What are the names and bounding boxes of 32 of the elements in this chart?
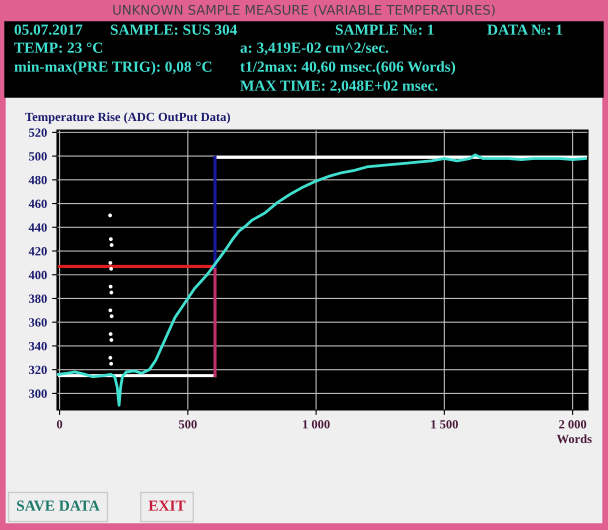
y-tick-label: 300 bbox=[29, 389, 47, 398]
text: TEMP: 23 °C bbox=[14, 42, 102, 53]
y-tick-label: 440 bbox=[28, 223, 47, 232]
text: t1/2max: 40,60 msec.(606 Words) bbox=[240, 61, 456, 75]
text: MAX TIME: 2,048E+02 msec. bbox=[240, 80, 438, 94]
text: SAVE DATA bbox=[16, 500, 100, 511]
text: min-max(PRE TRIG): 0,08 °C bbox=[14, 61, 212, 75]
x-tick-label: 0 bbox=[56, 420, 62, 429]
y-tick-label: 360 bbox=[29, 318, 47, 327]
y-tick-label: 400 bbox=[28, 270, 47, 280]
x-tick-label: 2 000 bbox=[559, 420, 586, 429]
text: 05.07.2017 bbox=[14, 24, 82, 35]
text: SAMPLE №: 1 bbox=[336, 24, 434, 35]
x-axis-title: Words bbox=[556, 434, 592, 444]
y-tick-label: 500 bbox=[29, 152, 47, 161]
text: DATA №: 1 bbox=[487, 24, 562, 35]
y-axis-title: Temperature Rise (ADC OutPut Data) bbox=[25, 112, 230, 124]
y-tick-label: 380 bbox=[29, 294, 47, 303]
text: EXIT bbox=[148, 500, 186, 511]
x-tick-label: 1 000 bbox=[303, 420, 330, 429]
text: SAMPLE: SUS 304 bbox=[110, 24, 238, 35]
y-tick-label: 420 bbox=[28, 247, 47, 256]
y-tick-label: 480 bbox=[28, 176, 47, 184]
y-tick-label: 460 bbox=[28, 200, 47, 208]
x-tick-label: 1 500 bbox=[431, 420, 458, 429]
y-tick-label: 320 bbox=[29, 366, 47, 374]
text: a: 3,419E-02 cm^2/sec. bbox=[240, 42, 388, 56]
line-series bbox=[57, 154, 587, 407]
x-tick-label: 500 bbox=[178, 420, 197, 429]
chart-title: UNKNOWN SAMPLE MEASURE (VARIABLE TEMPERATURES) bbox=[113, 4, 495, 16]
y-tick-label: 340 bbox=[29, 342, 47, 350]
y-tick-label: 520 bbox=[29, 128, 47, 137]
